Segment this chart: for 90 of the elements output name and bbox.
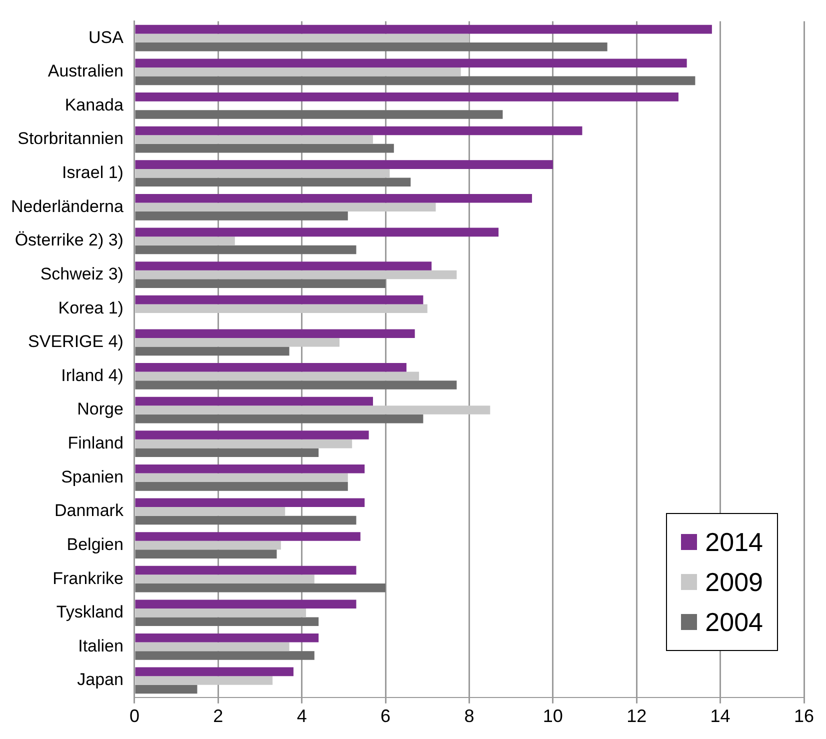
bar xyxy=(135,24,712,34)
bar xyxy=(135,583,386,592)
bar xyxy=(135,684,198,694)
x-tick-label: 2 xyxy=(213,706,224,726)
legend-label: 2014 xyxy=(705,526,763,559)
bar xyxy=(135,634,319,642)
x-tick-label: 0 xyxy=(129,706,140,726)
x-tick-label: 8 xyxy=(464,706,474,726)
y-tick-label: Tyskland xyxy=(56,602,124,622)
y-tick-label: Australien xyxy=(48,62,124,81)
bar xyxy=(135,439,352,448)
bar xyxy=(135,329,415,338)
bar xyxy=(135,642,290,652)
y-tick-label: Norge xyxy=(77,400,124,419)
y-tick-label: SVERIGE 4) xyxy=(28,332,124,352)
bar xyxy=(135,540,281,550)
bar xyxy=(135,168,390,178)
bar xyxy=(135,550,277,558)
y-tick-label: Österrike 2) 3) xyxy=(14,230,124,250)
y-tick-label: Danmark xyxy=(54,501,124,520)
y-tick-label: Schweiz 3) xyxy=(40,264,124,284)
bar xyxy=(135,262,432,270)
x-tick-label: 4 xyxy=(296,706,307,726)
bar xyxy=(135,304,428,313)
y-tick-label: Italien xyxy=(78,636,124,656)
x-tick-label: 12 xyxy=(626,706,647,726)
bar xyxy=(135,346,290,356)
bar xyxy=(135,667,294,676)
x-tick-label: 16 xyxy=(794,706,814,726)
y-tick-label: Irland 4) xyxy=(61,366,124,385)
bar xyxy=(135,202,436,212)
bar xyxy=(135,228,499,237)
bar xyxy=(135,676,273,685)
bar xyxy=(135,608,306,618)
bar xyxy=(135,448,319,458)
bar xyxy=(135,126,582,136)
legend-label: 2009 xyxy=(705,566,763,599)
bar xyxy=(135,270,457,280)
y-tick-label: Korea 1) xyxy=(58,298,124,318)
bar xyxy=(135,532,360,541)
y-tick-label: Kanada xyxy=(64,95,124,114)
bar xyxy=(135,482,348,491)
bar xyxy=(135,507,286,516)
bar xyxy=(135,651,314,660)
bar xyxy=(135,372,420,381)
bar xyxy=(135,473,348,482)
bar xyxy=(135,245,356,254)
bar xyxy=(135,600,356,608)
bar xyxy=(135,396,373,406)
bar xyxy=(135,464,365,474)
legend-label: 2004 xyxy=(705,606,763,639)
x-tick-label: 10 xyxy=(542,706,563,726)
bar xyxy=(135,430,369,440)
x-tick-label: 6 xyxy=(380,706,391,726)
bar xyxy=(135,406,490,414)
bar xyxy=(135,380,457,390)
y-tick-label: USA xyxy=(88,28,124,47)
y-tick-label: Nederländerna xyxy=(11,196,124,216)
x-tick-label: 14 xyxy=(710,706,730,726)
bar xyxy=(135,574,314,584)
bar xyxy=(135,236,235,246)
bar xyxy=(135,68,461,76)
bar xyxy=(135,178,411,187)
bar xyxy=(135,414,424,424)
y-tick-label: Israel 1) xyxy=(62,163,124,182)
bar xyxy=(135,144,394,153)
bar xyxy=(135,76,696,86)
y-tick-label: Frankrike xyxy=(52,568,124,588)
bar xyxy=(135,34,470,42)
bar xyxy=(135,194,532,203)
y-tick-label: Storbritannien xyxy=(18,129,124,148)
bar xyxy=(135,617,319,626)
y-tick-label: Belgien xyxy=(66,534,124,554)
bar xyxy=(135,212,348,220)
bar xyxy=(135,42,608,52)
bar xyxy=(135,160,553,169)
bar xyxy=(135,279,386,288)
bar xyxy=(135,338,340,347)
y-tick-label: Spanien xyxy=(61,467,124,486)
bar xyxy=(135,295,424,304)
bar xyxy=(135,110,503,119)
bar xyxy=(135,92,678,102)
bar xyxy=(135,566,356,575)
bar xyxy=(135,498,365,508)
bar xyxy=(135,135,373,144)
y-tick-label: Japan xyxy=(77,670,124,690)
y-tick-label: Finland xyxy=(68,434,124,453)
bar xyxy=(135,363,406,372)
bar xyxy=(135,516,356,525)
bar xyxy=(135,58,687,68)
